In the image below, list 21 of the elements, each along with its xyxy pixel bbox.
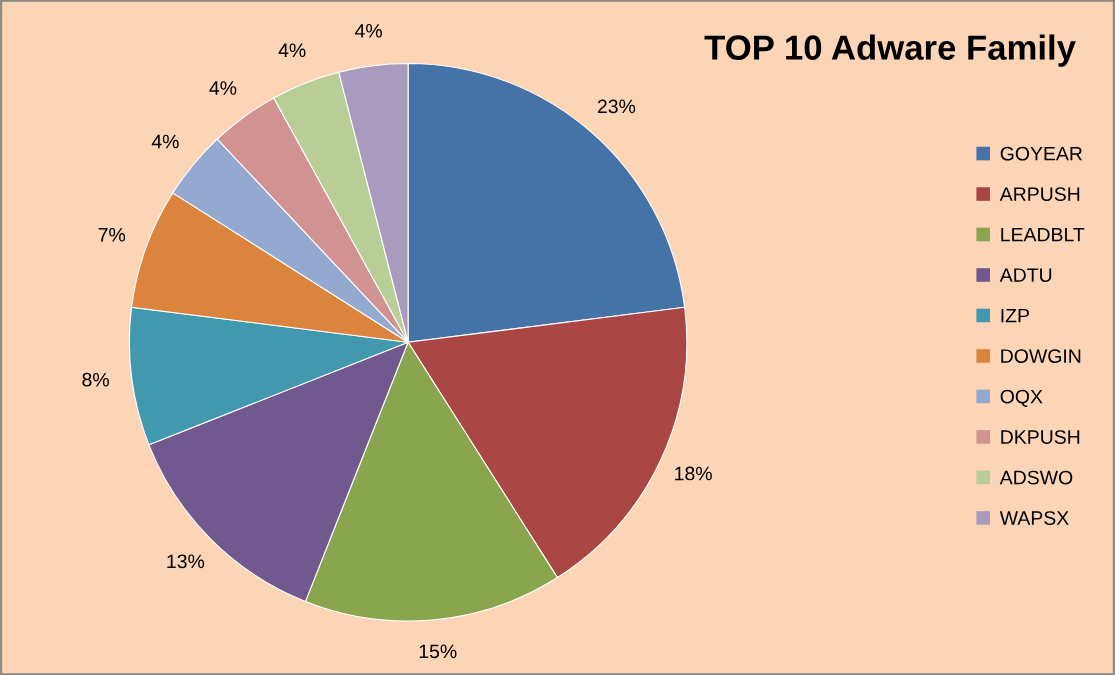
legend-label: DKPUSH [1001, 430, 1080, 444]
legend-label: IZP [1001, 308, 1029, 323]
data-label: 4% [151, 134, 179, 149]
legend-label: GOYEAR [1000, 146, 1083, 161]
legend-label: OQX [1000, 389, 1043, 407]
data-label: 8% [82, 372, 109, 387]
data-label: 4% [209, 81, 237, 95]
data-label: 18% [675, 466, 712, 481]
legend-label: DOWGIN [1001, 349, 1081, 363]
data-label: 4% [278, 43, 306, 58]
data-label: 15% [419, 644, 457, 659]
data-label: 7% [98, 228, 126, 242]
legend-label: LEADBLT [1001, 227, 1085, 242]
data-label: 13% [167, 554, 205, 569]
chart-title: TOP 10 Adware Family [704, 34, 1076, 67]
data-label: 4% [355, 24, 382, 38]
legend-label: ADTU [999, 268, 1052, 282]
data-label: 23% [597, 99, 636, 114]
legend-label: WAPSX [999, 511, 1069, 525]
legend-label: ADSWO [999, 470, 1073, 485]
legend-label: ARPUSH [999, 187, 1080, 202]
